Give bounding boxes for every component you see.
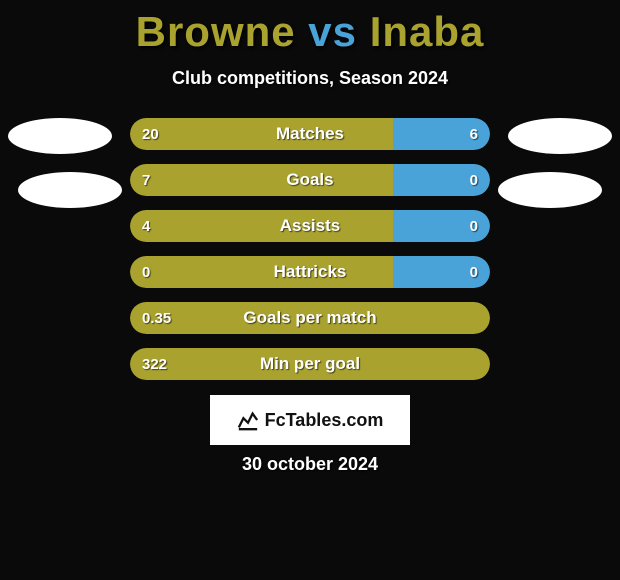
brand-logo-icon [237,409,259,431]
stat-row: 40Assists [130,210,490,242]
stats-container: 206Matches 70Goals 40Assists 00Hattricks 0.3… [130,118,490,394]
stat-label: Min per goal [130,348,490,380]
right-player-badge-1 [508,118,612,154]
stat-label: Hattricks [130,256,490,288]
stat-row: 70Goals [130,164,490,196]
vs-separator: vs [308,8,357,55]
stat-label: Matches [130,118,490,150]
right-player-badge-2 [498,172,602,208]
stat-label: Assists [130,210,490,242]
subtitle: Club competitions, Season 2024 [0,68,620,89]
comparison-title: Browne vs Inaba [0,0,620,56]
left-player-badge-2 [18,172,122,208]
player2-name: Inaba [370,8,485,55]
left-player-badge-1 [8,118,112,154]
stat-row: 0.35Goals per match [130,302,490,334]
brand-box[interactable]: FcTables.com [210,395,410,445]
stat-row: 322Min per goal [130,348,490,380]
stat-row: 206Matches [130,118,490,150]
date-label: 30 october 2024 [0,454,620,475]
stat-row: 00Hattricks [130,256,490,288]
player1-name: Browne [136,8,296,55]
stat-label: Goals per match [130,302,490,334]
stat-label: Goals [130,164,490,196]
brand-text: FcTables.com [265,410,384,431]
